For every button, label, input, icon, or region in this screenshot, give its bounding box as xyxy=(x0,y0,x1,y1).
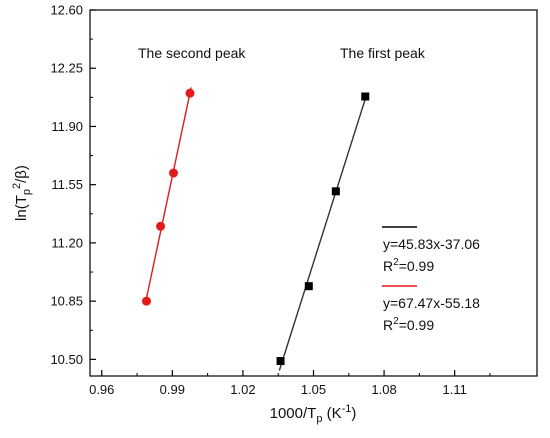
x-axis-label: 1000/Tp (K-1) xyxy=(270,403,357,425)
plot-frame xyxy=(89,9,538,377)
data-point-circle xyxy=(169,168,179,178)
fit-line-0 xyxy=(278,95,368,371)
x-tick-label: 1.02 xyxy=(230,382,255,397)
series-layer xyxy=(141,87,370,371)
y-axis-label: ln(Tp2/β) xyxy=(11,165,33,221)
legend-r2-black: R2=0.99 xyxy=(383,257,434,274)
y-tick-label: 10.85 xyxy=(50,294,83,309)
data-point-circle xyxy=(156,221,166,231)
x-tick-label: 1.08 xyxy=(371,382,396,397)
x-tick-label: 1.05 xyxy=(301,382,326,397)
fit-line-1 xyxy=(144,87,192,305)
data-point-circle xyxy=(185,88,195,98)
y-axis-ticks: 10.50 10.85 11.20 11.55 11.90 12.25 12.60 xyxy=(50,3,96,367)
y-tick-label: 11.55 xyxy=(51,177,83,192)
y-tick-label: 12.60 xyxy=(50,3,83,18)
y-tick-label: 12.25 xyxy=(50,61,83,76)
legend-r2-red: R2=0.99 xyxy=(383,316,434,333)
legend: y=45.83x-37.06 R2=0.99 y=67.47x-55.18 R2… xyxy=(382,226,480,333)
legend-equation-black: y=45.83x-37.06 xyxy=(383,236,480,252)
data-point-circle xyxy=(141,296,151,306)
x-axis-ticks: 0.96 0.99 1.02 1.05 1.08 1.11 xyxy=(89,370,491,397)
data-point-square xyxy=(276,357,285,366)
data-point-square xyxy=(304,282,313,291)
x-tick-label: 0.96 xyxy=(89,382,114,397)
y-tick-label: 10.50 xyxy=(50,352,83,367)
data-point-square xyxy=(331,187,340,196)
legend-equation-red: y=67.47x-55.18 xyxy=(383,295,480,311)
x-tick-label: 0.99 xyxy=(160,382,185,397)
annotation-first-peak: The first peak xyxy=(340,45,426,61)
y-tick-label: 11.90 xyxy=(51,119,83,134)
annotation-second-peak: The second peak xyxy=(138,45,246,61)
y-tick-label: 11.20 xyxy=(51,235,83,250)
x-tick-label: 1.11 xyxy=(442,382,466,397)
data-point-square xyxy=(361,92,370,101)
